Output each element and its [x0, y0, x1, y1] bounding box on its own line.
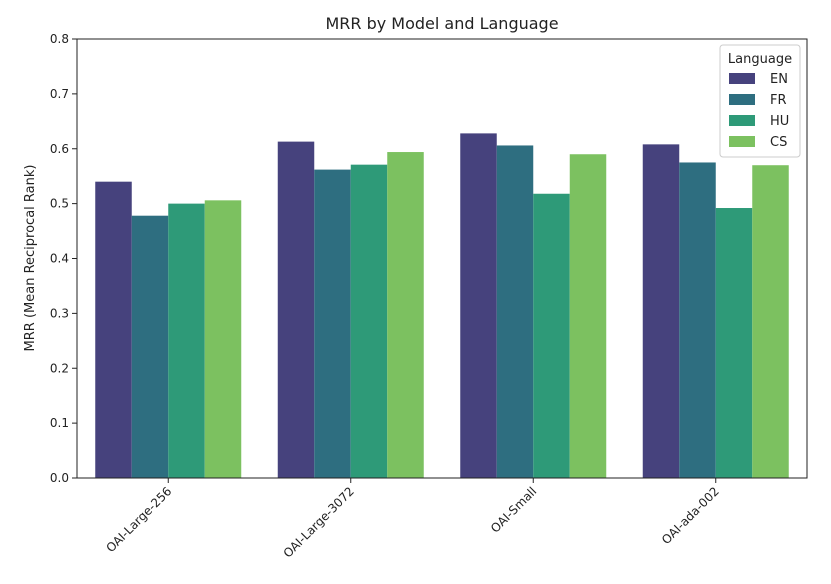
legend-label-hu: HU: [770, 114, 789, 129]
bar-en-oai-ada-002: [642, 144, 680, 479]
bar-fr-oai-large-256: [131, 215, 169, 478]
bars-group: [95, 133, 789, 479]
legend-swatch-fr: [729, 94, 755, 105]
y-tick-label: 0.4: [50, 252, 69, 266]
y-tick-label: 0.6: [50, 142, 69, 156]
x-tick-label: OAI-Large-3072: [281, 484, 357, 560]
bar-hu-oai-ada-002: [715, 208, 753, 478]
bar-en-oai-large-3072: [277, 141, 315, 478]
legend-swatch-cs: [729, 136, 755, 147]
legend-swatch-hu: [729, 115, 755, 126]
x-tick-label: OAI-Small: [488, 484, 539, 535]
bar-cs-oai-ada-002: [752, 165, 789, 478]
bar-hu-oai-large-256: [168, 203, 205, 478]
x-tick-label: OAI-ada-002: [659, 484, 722, 547]
x-tick-label: OAI-Large-256: [103, 484, 174, 555]
y-tick-label: 0.7: [50, 87, 69, 101]
y-axis: 0.0 0.1 0.2 0.3 0.4 0.5 0.6 0.7 0.8: [50, 32, 77, 485]
y-tick-label: 0.8: [50, 32, 69, 46]
legend-label-cs: CS: [770, 135, 787, 150]
chart-title: MRR by Model and Language: [325, 14, 558, 33]
plot-frame: [76, 38, 808, 479]
legend-title: Language: [728, 52, 792, 67]
x-axis: OAI-Large-256 OAI-Large-3072 OAI-Small OAI-…: [103, 478, 722, 561]
bar-cs-oai-large-256: [204, 200, 242, 478]
bar-cs-oai-small: [569, 154, 607, 479]
legend-swatch-en: [729, 73, 755, 84]
bar-en-oai-small: [460, 133, 497, 478]
y-tick-label: 0.1: [50, 416, 69, 430]
bar-fr-oai-large-3072: [314, 169, 351, 479]
bar-fr-oai-ada-002: [679, 162, 716, 478]
y-tick-label: 0.2: [50, 361, 69, 375]
bar-cs-oai-large-3072: [387, 152, 424, 479]
y-axis-label: MRR (Mean Reciprocal Rank): [23, 165, 38, 352]
bar-en-oai-large-256: [95, 181, 132, 479]
y-tick-label: 0.5: [50, 197, 69, 211]
y-tick-label: 0.0: [50, 471, 69, 485]
bar-hu-oai-small: [533, 193, 570, 478]
legend: Language EN FR HU CS: [719, 44, 801, 158]
legend-label-fr: FR: [770, 93, 787, 108]
bar-fr-oai-small: [496, 145, 534, 478]
legend-label-en: EN: [770, 72, 788, 87]
y-tick-label: 0.3: [50, 306, 69, 320]
bar-hu-oai-large-3072: [350, 164, 388, 478]
